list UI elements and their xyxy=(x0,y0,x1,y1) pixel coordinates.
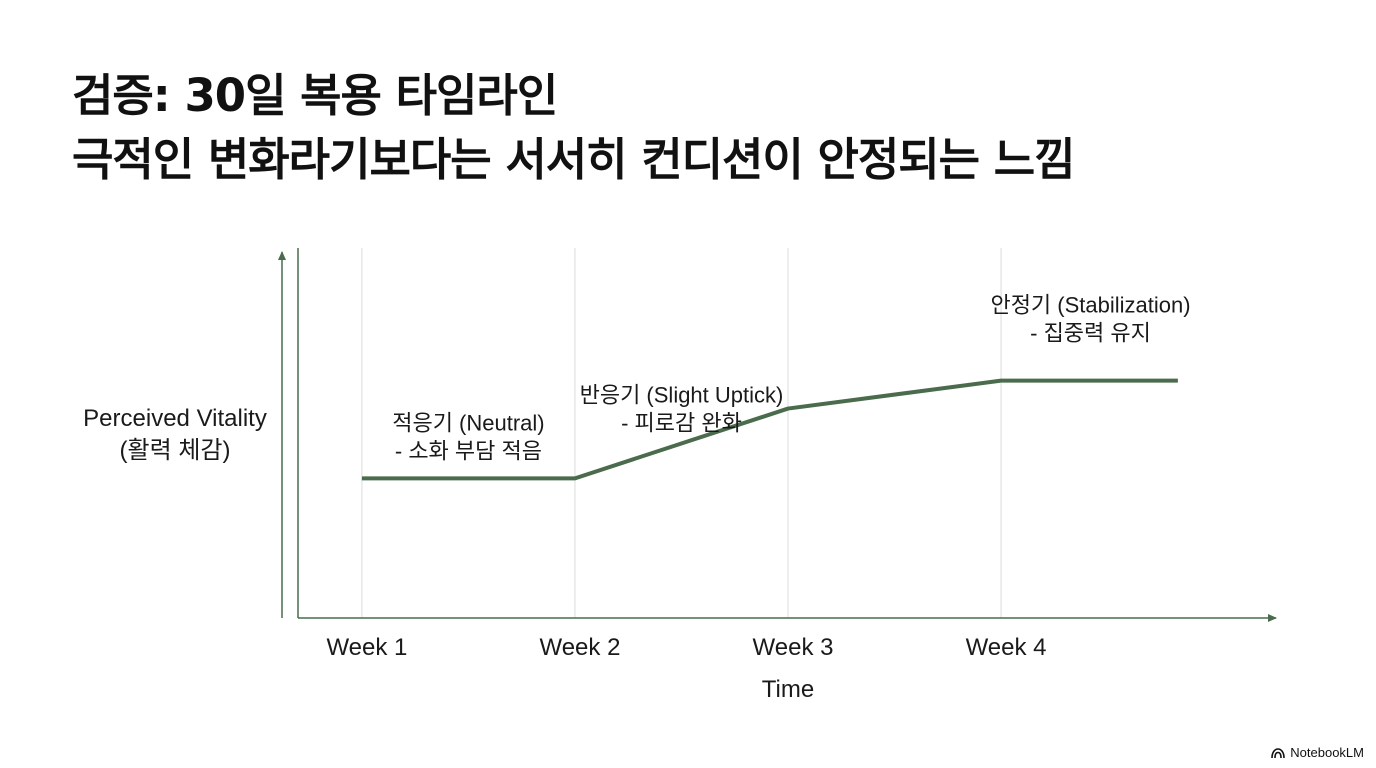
series-line-layer xyxy=(361,378,1178,481)
annotation-2-title: 반응기 (Slight Uptick) xyxy=(580,382,784,407)
x-tick-label-week-1: Week 1 xyxy=(326,634,407,661)
annotation-3-title: 안정기 (Stabilization) xyxy=(990,293,1190,318)
x-tick-label-week-2: Week 2 xyxy=(539,634,620,661)
y-axis-title-line-1: Perceived Vitality xyxy=(83,405,267,432)
annotation-2-detail: - 피로감 완화 xyxy=(621,410,742,435)
grid-lines xyxy=(361,248,1002,618)
annotation-1-detail: - 소화 부담 적음 xyxy=(395,438,542,463)
annotation-1-title: 적응기 (Neutral) xyxy=(392,410,544,435)
vitality-series-line xyxy=(361,378,1178,481)
labels-layer: Week 1 Week 2 Week 3 Week 4 Time Perceived Vi… xyxy=(83,293,1190,703)
x-tick-label-week-4: Week 4 xyxy=(966,634,1047,661)
title-line-1: 검증: 30일 복용 타임라인 xyxy=(72,69,558,122)
x-tick-label-week-3: Week 3 xyxy=(753,634,834,661)
page-title: 검증: 30일 복용 타임라인 극적인 변화라기보다는 서서히 컨디션이 안정되… xyxy=(72,64,1332,192)
x-axis-title: Time xyxy=(762,676,814,703)
axes xyxy=(278,248,1277,622)
brand-badge: NotebookLM xyxy=(1271,745,1364,760)
title-line-2: 극적인 변화라기보다는 서서히 컨디션이 안정되는 느낌 xyxy=(72,133,1076,186)
brand-label: NotebookLM xyxy=(1290,745,1364,760)
annotation-3-detail: - 집중력 유지 xyxy=(1030,321,1151,346)
y-axis-title-line-2: (활력 체감) xyxy=(120,437,231,464)
notebooklm-logo-icon xyxy=(1271,747,1286,758)
